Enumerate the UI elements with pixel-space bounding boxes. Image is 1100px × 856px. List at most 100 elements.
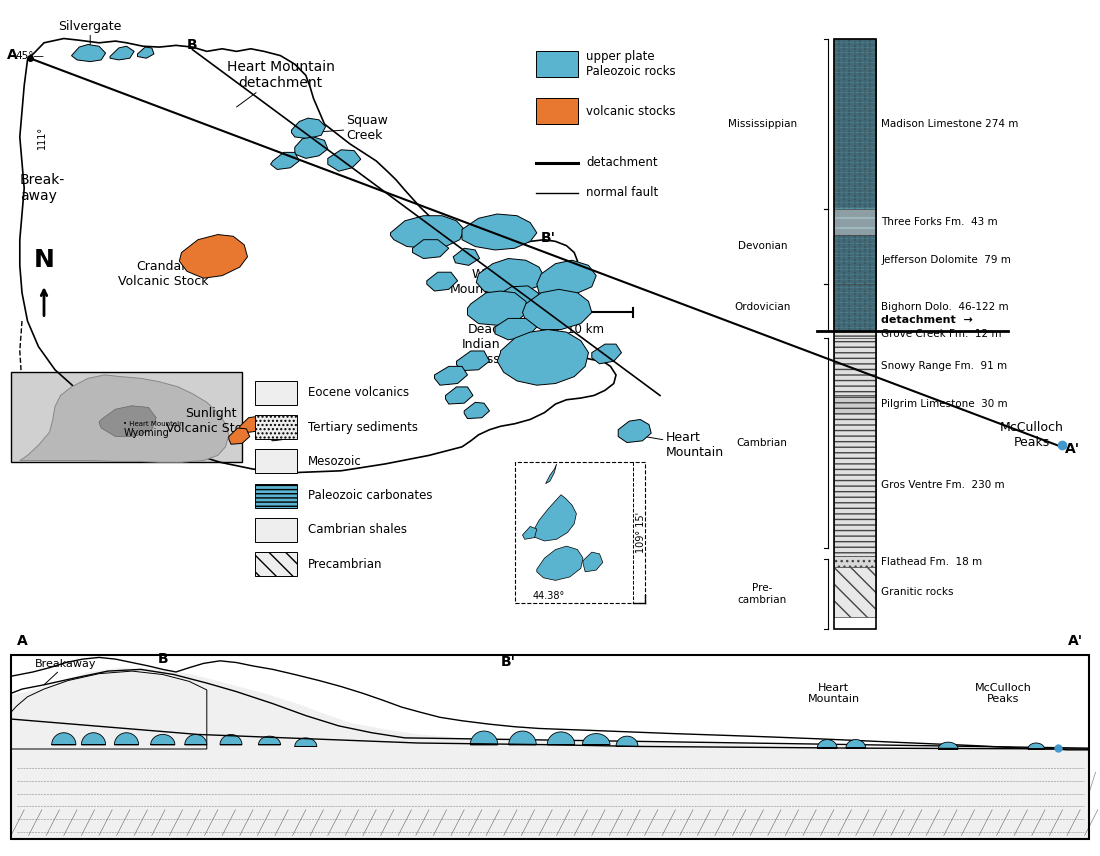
Text: Granitic rocks: Granitic rocks [881,587,954,597]
Text: Tertiary sediments: Tertiary sediments [308,420,418,434]
Polygon shape [522,526,537,539]
Bar [834,235,876,284]
Polygon shape [468,291,528,325]
Text: 109° 15': 109° 15' [636,512,646,553]
Text: detachment: detachment [586,156,658,169]
Bar [834,39,876,209]
Text: B': B' [500,656,516,669]
Bar [834,209,876,235]
Text: Three Forks Fm.  43 m: Three Forks Fm. 43 m [881,217,998,227]
Polygon shape [434,366,468,385]
Polygon shape [453,248,480,265]
Text: Jefferson Dolomite  79 m: Jefferson Dolomite 79 m [881,255,1011,265]
Polygon shape [618,419,651,443]
Bar [255,449,297,473]
Text: Squaw
Creek: Squaw Creek [308,115,388,142]
Polygon shape [1027,743,1044,749]
Polygon shape [72,45,106,62]
Text: Silvergate: Silvergate [58,20,122,45]
Text: Flathead Fm.  18 m: Flathead Fm. 18 m [881,556,982,567]
Polygon shape [114,733,139,745]
Polygon shape [471,731,497,745]
Polygon shape [292,118,326,139]
Text: Bighorn Dolo.  46-122 m: Bighorn Dolo. 46-122 m [881,302,1009,312]
Text: B': B' [540,231,556,245]
Text: detachment  →: detachment → [881,315,974,324]
Text: Madison Limestone 274 m: Madison Limestone 274 m [881,118,1019,128]
Text: Wyoming: Wyoming [123,428,169,438]
Text: Cambrian: Cambrian [737,438,788,448]
Polygon shape [846,740,866,748]
Polygon shape [616,736,638,746]
Text: normal fault: normal fault [586,186,659,199]
Polygon shape [508,731,537,745]
Text: Heart Mountain
detachment: Heart Mountain detachment [227,60,334,107]
Polygon shape [938,742,958,749]
Polygon shape [295,137,328,158]
Bar [515,462,645,603]
Bar [834,284,876,330]
Bar [255,518,297,542]
Bar [834,568,876,617]
Bar [834,556,876,568]
Bar [834,338,876,395]
Polygon shape [446,387,473,404]
Bar [536,98,578,124]
Polygon shape [11,671,207,749]
Text: B: B [187,38,198,51]
Bar [834,413,876,556]
Text: • Heart Mountain: • Heart Mountain [123,420,184,427]
Polygon shape [266,424,294,441]
Polygon shape [497,330,588,385]
Polygon shape [185,734,207,745]
Text: A': A' [1065,443,1080,456]
Polygon shape [11,668,1089,839]
Polygon shape [99,406,156,437]
Polygon shape [456,351,490,371]
Text: Pilgrim Limestone  30 m: Pilgrim Limestone 30 m [881,399,1008,409]
Polygon shape [229,428,250,444]
Polygon shape [497,286,539,308]
Text: Devonian: Devonian [738,241,788,252]
Bar [255,552,297,576]
Bar [11,655,1089,839]
Text: 111°: 111° [36,125,47,149]
Text: 10 km: 10 km [568,323,604,336]
Text: Grove Creek Fm.  12 m: Grove Creek Fm. 12 m [881,330,1002,340]
Text: Pre-
cambrian: Pre- cambrian [738,583,786,605]
Bar [834,39,876,629]
Polygon shape [220,734,242,745]
Bar [11,372,242,462]
Polygon shape [476,259,544,295]
Polygon shape [546,464,557,484]
Text: N: N [34,248,54,272]
Text: volcanic stocks: volcanic stocks [586,104,675,118]
Text: Dead
Indian
Pass: Dead Indian Pass [462,323,528,366]
Text: McCulloch
Peaks: McCulloch Peaks [1000,421,1064,449]
Text: Heart
Mountain: Heart Mountain [807,682,860,704]
Text: 45°—: 45°— [15,51,44,62]
Polygon shape [464,402,490,419]
Text: Eocene volcanics: Eocene volcanics [308,386,409,400]
Polygon shape [240,416,267,432]
Text: Break-
away: Break- away [20,173,65,204]
Polygon shape [20,375,229,462]
Polygon shape [52,733,76,745]
Polygon shape [328,150,361,171]
Polygon shape [548,732,574,745]
Polygon shape [258,736,280,745]
Polygon shape [532,495,576,541]
Polygon shape [583,552,603,572]
Polygon shape [179,235,248,278]
Polygon shape [495,318,537,340]
Text: A: A [16,634,28,648]
Polygon shape [427,272,458,291]
Bar [255,415,297,439]
Text: Mississippian: Mississippian [728,118,796,128]
Text: Paleozoic carbonates: Paleozoic carbonates [308,489,432,502]
Text: A': A' [1068,634,1084,648]
Text: Cambrian shales: Cambrian shales [308,523,407,537]
Polygon shape [583,734,609,745]
Polygon shape [522,289,592,330]
Text: Ordovician: Ordovician [734,302,791,312]
